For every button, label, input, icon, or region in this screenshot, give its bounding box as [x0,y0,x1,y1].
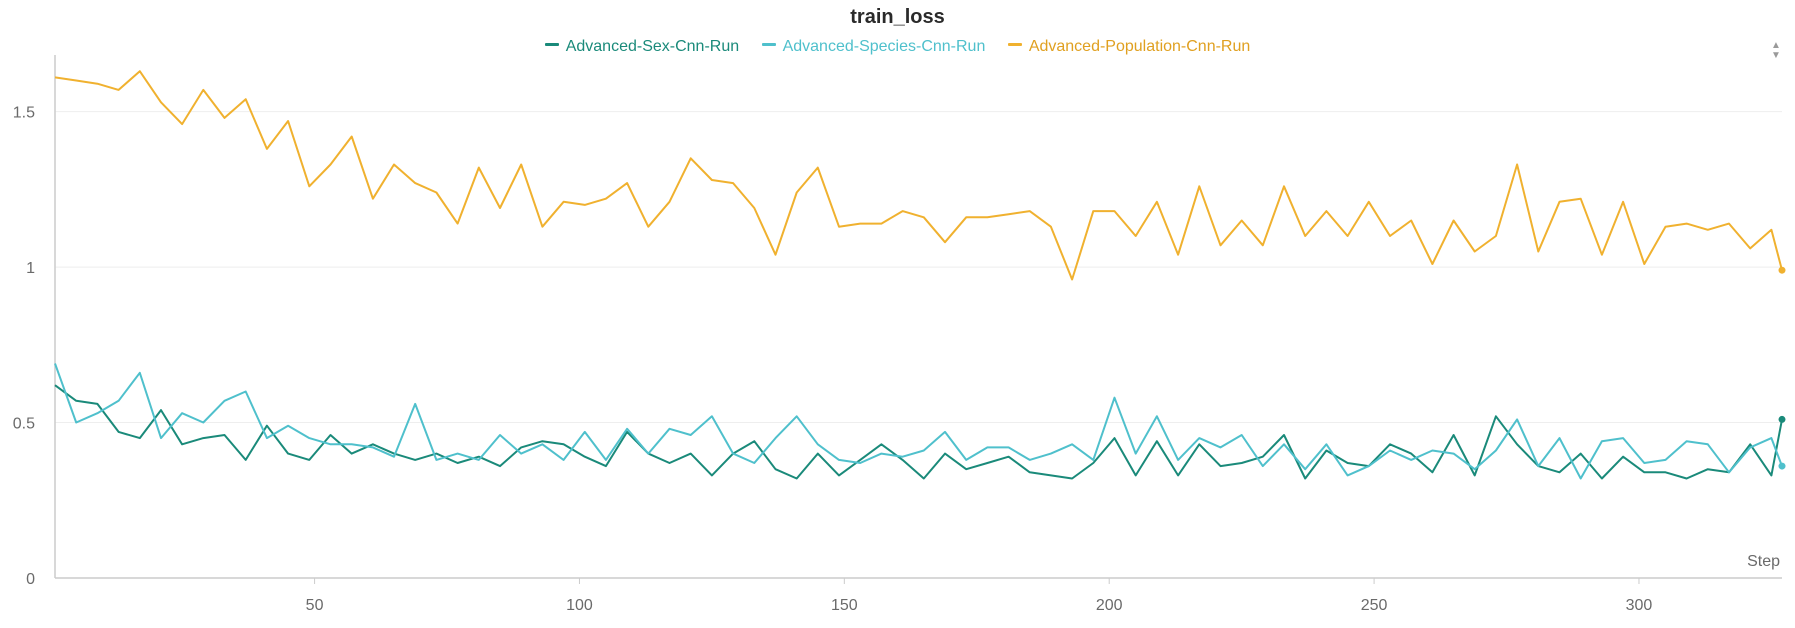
legend-item-population[interactable]: Advanced-Population-Cnn-Run [1007,38,1251,56]
legend-label-population: Advanced-Population-Cnn-Run [1028,38,1251,55]
x-axis-label: Step [1747,553,1780,570]
legend-swatch-species [761,43,776,47]
series-line-0 [54,384,1783,480]
x-tick-label: 250 [1361,597,1388,614]
legend-swatch-population [1007,43,1022,47]
x-tick-label: 150 [831,597,858,614]
series-line-1 [54,363,1783,480]
series-line-2 [54,70,1783,281]
x-tick-label: 50 [306,597,324,614]
y-tick-label: 0.5 [13,416,35,433]
y-tick-label: 1 [26,260,35,277]
legend-item-sex[interactable]: Advanced-Sex-Cnn-Run [544,38,740,56]
x-tick-label: 200 [1096,597,1123,614]
series-end-point-2 [1778,266,1786,274]
chart-title: train_loss [850,6,945,28]
x-tick-label: 300 [1626,597,1653,614]
legend-item-species[interactable]: Advanced-Species-Cnn-Run [761,38,986,56]
legend: Advanced-Sex-Cnn-Run Advanced-Species-Cn… [0,38,1795,56]
legend-label-sex: Advanced-Sex-Cnn-Run [565,38,740,55]
x-tick-label: 100 [566,597,593,614]
y-tick-label: 1.5 [13,105,35,122]
legend-scroll-icon[interactable]: ▲ ▼ [1771,40,1781,61]
series-end-point-0 [1778,415,1786,423]
legend-label-species: Advanced-Species-Cnn-Run [782,38,986,55]
series-end-point-1 [1778,462,1786,470]
legend-swatch-sex [544,43,559,47]
y-tick-label: 0 [26,571,35,588]
